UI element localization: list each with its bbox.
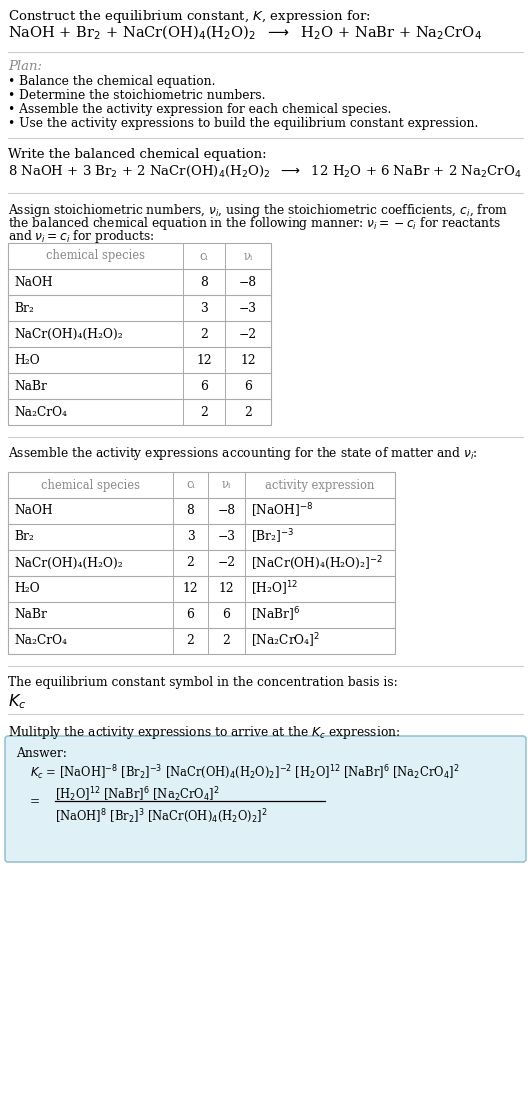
Text: Br₂: Br₂ bbox=[14, 301, 34, 314]
Text: 6: 6 bbox=[200, 379, 208, 393]
Text: 2: 2 bbox=[186, 634, 194, 647]
Text: NaBr: NaBr bbox=[14, 609, 47, 621]
Text: H₂O: H₂O bbox=[14, 353, 40, 366]
Text: 6: 6 bbox=[222, 609, 230, 621]
Bar bbox=[8, 243, 271, 425]
Text: 2: 2 bbox=[186, 557, 194, 569]
Text: 2: 2 bbox=[200, 328, 208, 341]
Text: NaOH: NaOH bbox=[14, 276, 53, 289]
Bar bbox=[8, 472, 395, 654]
Text: −2: −2 bbox=[239, 328, 257, 341]
Text: cᵢ: cᵢ bbox=[200, 249, 208, 263]
Text: • Determine the stoichiometric numbers.: • Determine the stoichiometric numbers. bbox=[8, 89, 265, 101]
Text: 12: 12 bbox=[219, 582, 234, 596]
Text: 6: 6 bbox=[244, 379, 252, 393]
Text: 3: 3 bbox=[186, 531, 194, 544]
Text: νᵢ: νᵢ bbox=[222, 479, 231, 492]
Text: the balanced chemical equation in the following manner: $\nu_i = -c_i$ for react: the balanced chemical equation in the fo… bbox=[8, 215, 501, 232]
Text: −2: −2 bbox=[217, 557, 236, 569]
Text: 2: 2 bbox=[200, 406, 208, 418]
Text: 3: 3 bbox=[200, 301, 208, 314]
Text: 8 NaOH + 3 Br$_2$ + 2 NaCr(OH)$_4$(H$_2$O)$_2$  $\longrightarrow$  12 H$_2$O + 6: 8 NaOH + 3 Br$_2$ + 2 NaCr(OH)$_4$(H$_2$… bbox=[8, 164, 521, 179]
Text: chemical species: chemical species bbox=[41, 479, 140, 492]
Text: [H$_2$O]$^{12}$ [NaBr]$^6$ [Na$_2$CrO$_4$]$^2$: [H$_2$O]$^{12}$ [NaBr]$^6$ [Na$_2$CrO$_4… bbox=[55, 785, 220, 804]
Text: H₂O: H₂O bbox=[14, 582, 40, 596]
Text: • Assemble the activity expression for each chemical species.: • Assemble the activity expression for e… bbox=[8, 103, 391, 116]
FancyBboxPatch shape bbox=[5, 736, 526, 863]
Text: • Use the activity expressions to build the equilibrium constant expression.: • Use the activity expressions to build … bbox=[8, 117, 478, 130]
Text: −3: −3 bbox=[218, 531, 236, 544]
Text: Assign stoichiometric numbers, $\nu_i$, using the stoichiometric coefficients, $: Assign stoichiometric numbers, $\nu_i$, … bbox=[8, 202, 508, 219]
Text: 6: 6 bbox=[186, 609, 194, 621]
Text: [NaCr(OH)₄(H₂O)₂]$^{-2}$: [NaCr(OH)₄(H₂O)₂]$^{-2}$ bbox=[251, 554, 383, 571]
Text: νᵢ: νᵢ bbox=[243, 249, 253, 263]
Text: Mulitply the activity expressions to arrive at the $K_c$ expression:: Mulitply the activity expressions to arr… bbox=[8, 724, 400, 741]
Text: 12: 12 bbox=[240, 353, 256, 366]
Text: NaCr(OH)₄(H₂O)₂: NaCr(OH)₄(H₂O)₂ bbox=[14, 557, 123, 569]
Text: Na₂CrO₄: Na₂CrO₄ bbox=[14, 634, 67, 647]
Text: $K_c$ = [NaOH]$^{-8}$ [Br$_2$]$^{-3}$ [NaCr(OH)$_4$(H$_2$O)$_2$]$^{-2}$ [H$_2$O]: $K_c$ = [NaOH]$^{-8}$ [Br$_2$]$^{-3}$ [N… bbox=[30, 763, 460, 781]
Text: −8: −8 bbox=[239, 276, 257, 289]
Text: and $\nu_i = c_i$ for products:: and $\nu_i = c_i$ for products: bbox=[8, 228, 155, 245]
Text: chemical species: chemical species bbox=[46, 249, 145, 263]
Text: [NaOH]$^{-8}$: [NaOH]$^{-8}$ bbox=[251, 502, 313, 521]
Text: −8: −8 bbox=[217, 504, 236, 517]
Text: Write the balanced chemical equation:: Write the balanced chemical equation: bbox=[8, 148, 267, 161]
Text: Construct the equilibrium constant, $K$, expression for:: Construct the equilibrium constant, $K$,… bbox=[8, 8, 371, 25]
Text: 2: 2 bbox=[222, 634, 230, 647]
Text: NaCr(OH)₄(H₂O)₂: NaCr(OH)₄(H₂O)₂ bbox=[14, 328, 123, 341]
Text: Answer:: Answer: bbox=[16, 747, 67, 760]
Text: 2: 2 bbox=[244, 406, 252, 418]
Text: [NaOH]$^8$ [Br$_2$]$^3$ [NaCr(OH)$_4$(H$_2$O)$_2$]$^2$: [NaOH]$^8$ [Br$_2$]$^3$ [NaCr(OH)$_4$(H$… bbox=[55, 807, 268, 825]
Text: • Balance the chemical equation.: • Balance the chemical equation. bbox=[8, 75, 216, 88]
Text: NaOH: NaOH bbox=[14, 504, 53, 517]
Text: 12: 12 bbox=[196, 353, 212, 366]
Text: activity expression: activity expression bbox=[266, 479, 375, 492]
Text: The equilibrium constant symbol in the concentration basis is:: The equilibrium constant symbol in the c… bbox=[8, 676, 398, 689]
Text: −3: −3 bbox=[239, 301, 257, 314]
Text: $K_c$: $K_c$ bbox=[8, 692, 27, 710]
Text: [H₂O]$^{12}$: [H₂O]$^{12}$ bbox=[251, 580, 298, 598]
Text: 12: 12 bbox=[183, 582, 198, 596]
Text: 8: 8 bbox=[200, 276, 208, 289]
Text: Na₂CrO₄: Na₂CrO₄ bbox=[14, 406, 67, 418]
Text: NaBr: NaBr bbox=[14, 379, 47, 393]
Text: =: = bbox=[30, 795, 40, 808]
Text: [Br₂]$^{-3}$: [Br₂]$^{-3}$ bbox=[251, 528, 294, 546]
Text: cᵢ: cᵢ bbox=[186, 479, 195, 492]
Text: Br₂: Br₂ bbox=[14, 531, 34, 544]
Text: Assemble the activity expressions accounting for the state of matter and $\nu_i$: Assemble the activity expressions accoun… bbox=[8, 445, 477, 462]
Text: Plan:: Plan: bbox=[8, 60, 42, 73]
Text: [Na₂CrO₄]$^2$: [Na₂CrO₄]$^2$ bbox=[251, 632, 320, 650]
Text: [NaBr]$^6$: [NaBr]$^6$ bbox=[251, 606, 301, 624]
Text: 8: 8 bbox=[186, 504, 194, 517]
Text: NaOH + Br$_2$ + NaCr(OH)$_4$(H$_2$O)$_2$  $\longrightarrow$  H$_2$O + NaBr + Na$: NaOH + Br$_2$ + NaCr(OH)$_4$(H$_2$O)$_2$… bbox=[8, 24, 482, 42]
